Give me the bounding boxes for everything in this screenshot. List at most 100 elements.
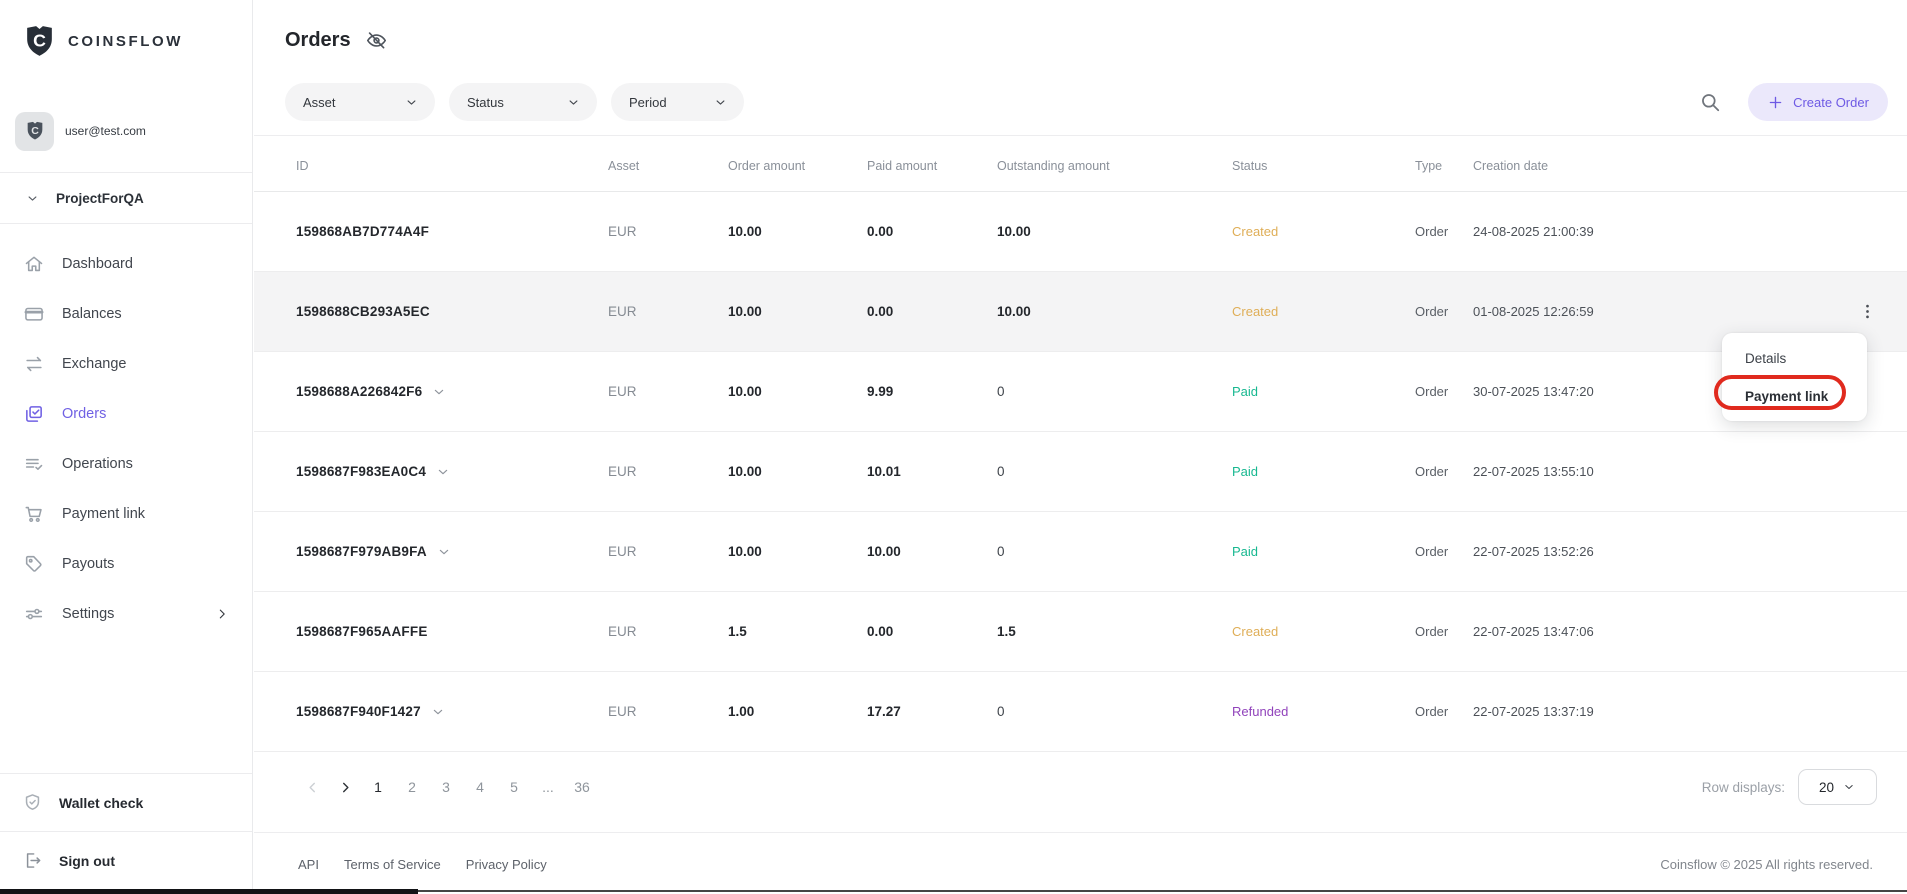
divider [0, 172, 252, 173]
tag-icon [23, 553, 45, 575]
create-order-button[interactable]: Create Order [1748, 83, 1888, 121]
page-number-36[interactable]: 36 [574, 779, 590, 795]
column-header-outstanding-amount: Outstanding amount [997, 158, 1110, 173]
horizontal-scrollbar-track [418, 890, 1907, 892]
paid-amount: 9.99 [867, 384, 894, 399]
filter-status-dropdown[interactable]: Status [449, 83, 597, 121]
sidebar-item-settings[interactable]: Settings [0, 589, 252, 639]
table-row[interactable]: 1598687F965AAFFE EUR 1.5 0.00 1.5 Created Orde… [254, 592, 1907, 672]
creation-date: 01-08-2025 12:26:59 [1473, 304, 1594, 319]
previous-page-button[interactable] [300, 775, 324, 799]
sidebar-item-payouts[interactable]: Payouts [0, 539, 252, 589]
filter-period-dropdown[interactable]: Period [611, 83, 744, 121]
column-header-status: Status [1232, 158, 1268, 173]
status-badge: Paid [1232, 544, 1259, 559]
divider [0, 831, 252, 832]
sidebar-item-label: Payment link [62, 506, 146, 522]
wallet-check-label: Wallet check [59, 794, 144, 811]
page-size-select[interactable]: 20 [1798, 769, 1877, 805]
sidebar-item-label: Dashboard [62, 256, 133, 272]
order-type: Order [1415, 304, 1449, 319]
table-header-row: ID Asset Order amount Paid amount Outstandin… [254, 136, 1907, 192]
sign-out-button[interactable]: Sign out [0, 832, 252, 889]
pagination: 1 2 3 4 5... 36 Row displays: 20 [254, 752, 1907, 822]
toolbar-right: Create Order [1699, 83, 1888, 121]
order-id: 1598687F983EA0C4 [296, 464, 608, 480]
user-account[interactable]: C user@test.com [0, 111, 252, 151]
sidebar-item-orders[interactable]: Orders [0, 389, 252, 439]
next-page-button[interactable] [333, 775, 357, 799]
expand-chevron-icon[interactable] [436, 544, 452, 560]
sidebar-item-label: Balances [62, 306, 122, 322]
expand-chevron-icon[interactable] [430, 704, 446, 720]
paid-amount: 17.27 [867, 704, 901, 719]
footer-link-privacy-policy[interactable]: Privacy Policy [465, 857, 547, 872]
outstanding-amount: 0 [997, 464, 1005, 479]
outstanding-amount: 0 [997, 544, 1005, 559]
balances-icon [23, 303, 45, 325]
exchange-icon [23, 353, 45, 375]
column-header-asset: Asset [608, 158, 640, 173]
column-header-order-amount: Order amount [728, 158, 806, 173]
page-number-2[interactable]: 2 [408, 779, 416, 795]
order-amount: 10.00 [728, 384, 762, 399]
table-row[interactable]: 1598687F979AB9FA EUR 10.00 10.00 0 Paid Order 2… [254, 512, 1907, 592]
sidebar-item-payment-link[interactable]: Payment link [0, 489, 252, 539]
eye-off-icon[interactable] [365, 29, 388, 52]
table-row[interactable]: 1598687F983EA0C4 EUR 10.00 10.01 0 Paid Order 2… [254, 432, 1907, 512]
page-number-4[interactable]: 4 [476, 779, 484, 795]
chevron-right-icon [337, 779, 354, 796]
table-row[interactable]: 1598687F940F1427 EUR 1.00 17.27 0 Refunded Ord… [254, 672, 1907, 752]
sidebar-item-dashboard[interactable]: Dashboard [0, 239, 252, 289]
project-selector[interactable]: ProjectForQA [0, 173, 252, 223]
order-amount: 10.00 [728, 304, 762, 319]
menu-item-details[interactable]: Details [1745, 350, 1787, 366]
row-context-menu: Details Payment link [1722, 333, 1867, 421]
status-badge: Paid [1232, 464, 1259, 479]
page-title: Orders [285, 28, 351, 51]
main-content: Orders Asset Status Period Create Order ID… [254, 0, 1907, 894]
chevron-down-icon [404, 95, 419, 110]
order-id: 159868AB7D774A4F [296, 224, 430, 239]
page-number-5[interactable]: 5 [510, 779, 518, 795]
sidebar-bottom: Wallet check Sign out [0, 773, 252, 889]
creation-date: 30-07-2025 13:47:20 [1473, 384, 1594, 399]
chevron-down-icon [25, 191, 40, 206]
sidebar-item-exchange[interactable]: Exchange [0, 339, 252, 389]
paid-amount: 0.00 [867, 304, 894, 319]
table-row[interactable]: 1598688A226842F6 EUR 10.00 9.99 0 Paid Order 30… [254, 352, 1907, 432]
order-type: Order [1415, 464, 1449, 479]
kebab-menu-icon[interactable] [1858, 302, 1877, 321]
expand-chevron-icon[interactable] [431, 384, 447, 400]
table-row[interactable]: 159868AB7D774A4F EUR 10.00 0.00 10.00 Created… [254, 192, 1907, 272]
page-number-1[interactable]: 1 [374, 779, 382, 795]
table-row[interactable]: 1598688CB293A5EC EUR 10.00 0.00 10.00 Created… [254, 272, 1907, 352]
column-header-id: ID [296, 158, 309, 173]
svg-text:C: C [33, 30, 46, 50]
shield-check-icon [22, 792, 43, 813]
outstanding-amount: 1.5 [997, 624, 1016, 639]
sidebar-item-balances[interactable]: Balances [0, 289, 252, 339]
expand-chevron-icon[interactable] [435, 464, 451, 480]
outstanding-amount: 0 [997, 704, 1005, 719]
filters: Asset Status Period [285, 83, 758, 121]
creation-date: 24-08-2025 21:00:39 [1473, 224, 1594, 239]
paid-amount: 0.00 [867, 224, 894, 239]
order-amount: 1.5 [728, 624, 747, 639]
sidebar-item-label: Exchange [62, 356, 127, 372]
sidebar-item-wallet-check[interactable]: Wallet check [0, 774, 252, 831]
page-ellipsis: ... [542, 779, 554, 795]
footer-link-terms-of-service[interactable]: Terms of Service [343, 857, 441, 872]
horizontal-scrollbar-thumb[interactable] [0, 889, 418, 894]
asset: EUR [608, 704, 637, 719]
operations-icon [23, 453, 45, 475]
footer-link-api[interactable]: API [298, 857, 319, 872]
filter-asset-dropdown[interactable]: Asset [285, 83, 435, 121]
status-badge: Created [1232, 304, 1279, 319]
search-icon[interactable] [1699, 91, 1721, 113]
page-number-3[interactable]: 3 [442, 779, 450, 795]
sidebar-item-operations[interactable]: Operations [0, 439, 252, 489]
asset: EUR [608, 224, 637, 239]
sidebar-item-label: Settings [62, 606, 115, 622]
menu-item-payment-link[interactable]: Payment link [1745, 388, 1829, 404]
